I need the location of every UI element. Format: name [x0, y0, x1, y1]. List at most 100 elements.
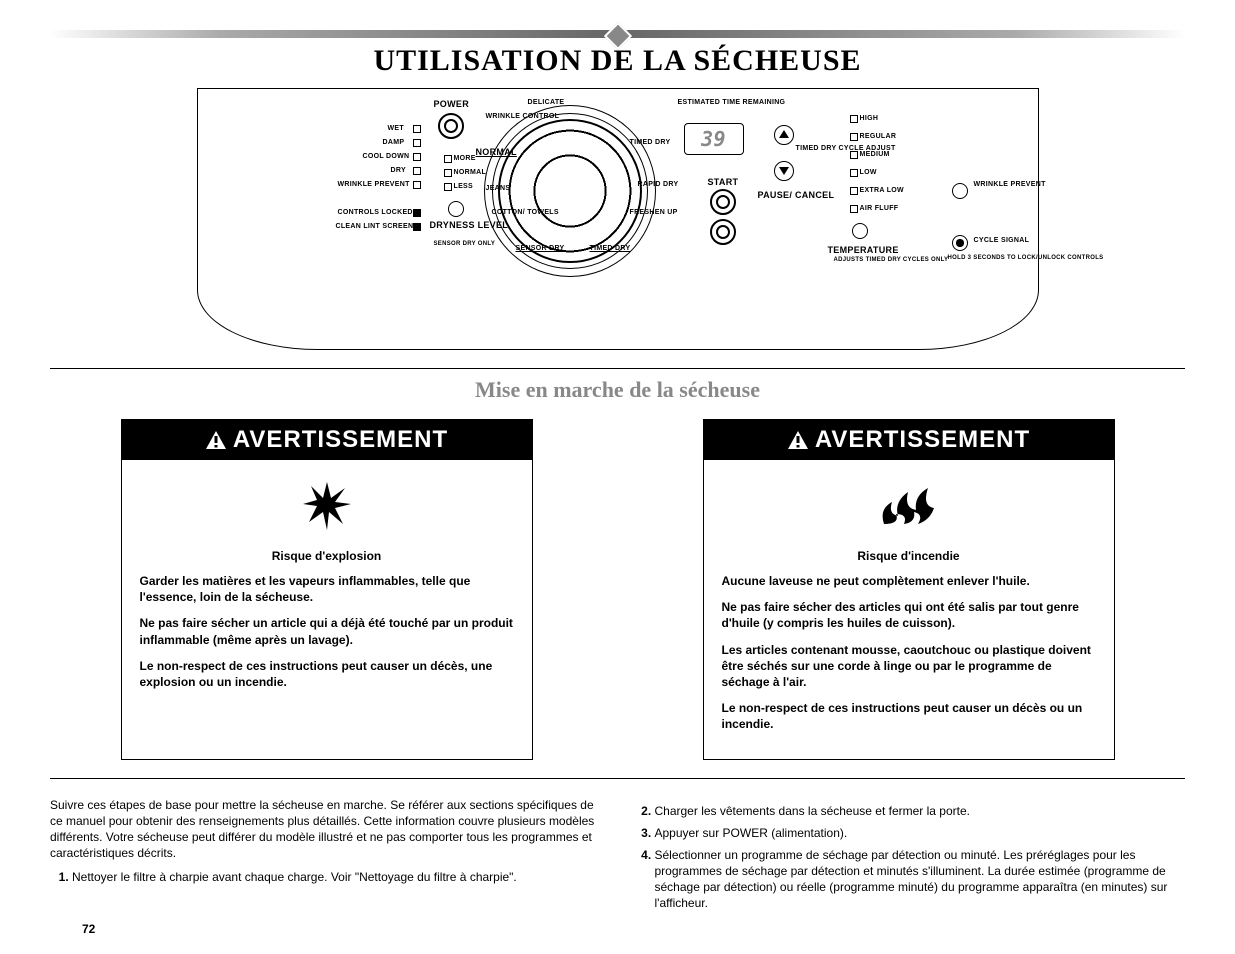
warn-text: Garder les matières et les vapeurs infla…: [140, 573, 514, 605]
led-icon: [850, 169, 858, 177]
temp-air: AIR FLUFF: [860, 205, 899, 212]
steps-list: Charger les vêtements dans la sécheuse e…: [633, 803, 1186, 912]
step-1: Nettoyer le filtre à charpie avant chaqu…: [72, 869, 603, 885]
dial-freshen: FRESHEN UP: [630, 209, 670, 216]
temp-selector[interactable]: [852, 223, 868, 239]
warning-row: AVERTISSEMENT Risque d'explosion Garder …: [50, 419, 1185, 779]
wrinkle-prevent: WRINKLE PREVENT: [974, 181, 1014, 188]
led-icon: [413, 223, 421, 231]
dial-delicate: DELICATE: [528, 99, 565, 106]
time-display: 39: [684, 123, 744, 155]
alert-icon: [205, 430, 227, 450]
time-value: 39: [701, 127, 726, 151]
body-columns: Suivre ces étapes de base pour mettre la…: [50, 797, 1185, 918]
adjust-label: TIMED DRY CYCLE ADJUST: [796, 145, 856, 152]
indicator-damp: DAMP: [383, 139, 405, 146]
power-button[interactable]: [438, 113, 464, 139]
cycle-dial[interactable]: [498, 119, 642, 263]
up-button[interactable]: [774, 125, 794, 145]
dryness-sub: SENSOR DRY ONLY: [434, 241, 496, 247]
warning-body: Risque d'explosion Garder les matières e…: [122, 549, 532, 716]
start-label: START: [708, 177, 739, 187]
indicator-dry: DRY: [391, 167, 406, 174]
manual-page: UTILISATION DE LA SÉCHEUSE WET DAMP COOL…: [0, 0, 1235, 954]
risk-title: Risque d'incendie: [722, 549, 1096, 563]
dial-jeans: JEANS: [486, 185, 511, 192]
dryness-selector[interactable]: [448, 201, 464, 217]
warning-explosion: AVERTISSEMENT Risque d'explosion Garder …: [121, 419, 533, 760]
col-left: Suivre ces étapes de base pour mettre la…: [50, 797, 603, 918]
temp-xlow: EXTRA LOW: [860, 187, 904, 194]
step-2: Charger les vêtements dans la sécheuse e…: [655, 803, 1186, 819]
section-subtitle: Mise en marche de la sécheuse: [50, 377, 1185, 403]
led-icon: [444, 155, 452, 163]
control-panel-figure: WET DAMP COOL DOWN DRY WRINKLE PREVENT C…: [50, 88, 1185, 369]
wrinkle-selector[interactable]: [952, 183, 968, 199]
indicator-locked: CONTROLS LOCKED: [338, 209, 413, 216]
temp-medium: MEDIUM: [860, 151, 890, 158]
led-icon: [850, 187, 858, 195]
temp-high: HIGH: [860, 115, 879, 122]
indicator-wet: WET: [388, 125, 404, 132]
led-icon: [850, 151, 858, 159]
temp-low: LOW: [860, 169, 877, 176]
led-icon: [850, 133, 858, 141]
warning-fire: AVERTISSEMENT Risque d'incendie Aucune l…: [703, 419, 1115, 760]
alert-icon: [787, 430, 809, 450]
power-label: POWER: [434, 99, 470, 109]
warning-body: Risque d'incendie Aucune laveuse ne peut…: [704, 549, 1114, 759]
led-icon: [413, 181, 421, 189]
pause-label: PAUSE/ CANCEL: [758, 191, 802, 200]
fire-icon: [704, 460, 1114, 549]
indicator-cooldown: COOL DOWN: [363, 153, 410, 160]
warn-text: Le non-respect de ces instructions peut …: [140, 658, 514, 690]
warning-header: AVERTISSEMENT: [704, 420, 1114, 460]
dial-timed: TIMED DRY: [630, 139, 660, 146]
warn-text: Le non-respect de ces instructions peut …: [722, 700, 1096, 732]
explosion-icon: [122, 460, 532, 549]
cycle-selector[interactable]: [952, 235, 968, 251]
steps-list: Nettoyer le filtre à charpie avant chaqu…: [50, 869, 603, 885]
col-right: Charger les vêtements dans la sécheuse e…: [633, 797, 1186, 918]
header-rule: [50, 30, 1185, 38]
dial-sensor: SENSOR DRY: [516, 245, 565, 252]
dial-timed2: TIMED DRY: [590, 245, 631, 252]
dryness-title: DRYNESS LEVEL: [430, 221, 490, 230]
dial-normal: NORMAL: [476, 147, 517, 157]
warn-text: Ne pas faire sécher des articles qui ont…: [722, 599, 1096, 631]
risk-title: Risque d'explosion: [140, 549, 514, 563]
led-icon: [413, 139, 421, 147]
warn-text: Ne pas faire sécher un article qui a déj…: [140, 615, 514, 647]
dial-cotton: COTTON/ TOWELS: [492, 209, 532, 216]
start-button[interactable]: [710, 189, 736, 215]
warning-label: AVERTISSEMENT: [815, 426, 1030, 453]
led-icon: [413, 125, 421, 133]
step-3: Appuyer sur POWER (alimentation).: [655, 825, 1186, 841]
page-number: 72: [82, 922, 95, 936]
warning-label: AVERTISSEMENT: [233, 426, 448, 453]
led-icon: [413, 153, 421, 161]
led-icon: [413, 167, 421, 175]
hold-note: HOLD 3 SECONDS TO LOCK/UNLOCK CONTROLS: [948, 255, 1028, 261]
down-button[interactable]: [774, 161, 794, 181]
temp-title: TEMPERATURE: [828, 245, 899, 255]
led-icon: [444, 183, 452, 191]
display-label: ESTIMATED TIME REMAINING: [678, 99, 748, 106]
warn-text: Aucune laveuse ne peut complètement enle…: [722, 573, 1096, 589]
cancel-button[interactable]: [710, 219, 736, 245]
indicator-lint: CLEAN LINT SCREEN: [336, 223, 414, 230]
indicator-wrinkle: WRINKLE PREVENT: [338, 181, 410, 188]
led-icon: [850, 205, 858, 213]
step-4: Sélectionner un programme de séchage par…: [655, 847, 1186, 912]
dial-rapid: RAPID DRY: [638, 181, 668, 188]
intro-text: Suivre ces étapes de base pour mettre la…: [50, 797, 603, 862]
dryness-more: MORE: [454, 155, 476, 162]
warning-header: AVERTISSEMENT: [122, 420, 532, 460]
dryness-less: LESS: [454, 183, 473, 190]
dryness-normal: NORMAL: [454, 169, 487, 176]
led-icon: [444, 169, 452, 177]
led-icon: [850, 115, 858, 123]
warn-text: Les articles contenant mousse, caoutchou…: [722, 642, 1096, 691]
cycle-signal: CYCLE SIGNAL: [974, 237, 1030, 244]
dial-wrinkle: WRINKLE CONTROL: [486, 113, 526, 120]
